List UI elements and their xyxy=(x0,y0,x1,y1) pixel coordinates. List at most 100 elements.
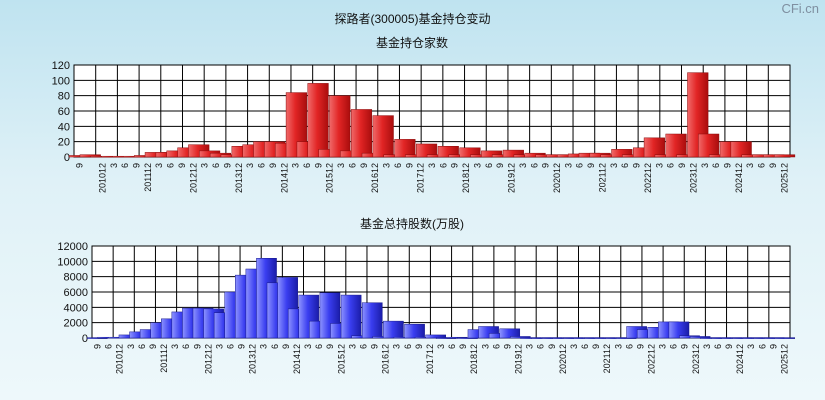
total-shares-xtick-label: 6 xyxy=(757,344,767,349)
holdings-count-xtick-label: 201712 xyxy=(416,163,426,193)
holdings-count-xtick-label: 201012 xyxy=(97,163,107,193)
total-shares-xtick-label: 6 xyxy=(225,344,235,349)
total-shares-ytick-label: 10000 xyxy=(57,256,88,268)
total-shares-xtick-label: 6 xyxy=(181,344,191,349)
total-shares-xtick-label: 3 xyxy=(525,344,535,349)
holdings-count-xtick-label: 9 xyxy=(132,163,142,168)
holdings-count-bar xyxy=(774,154,796,158)
total-shares-xtick-label: 201312 xyxy=(248,344,258,374)
total-shares-xtick-label: 6 xyxy=(624,344,634,349)
total-shares-bar xyxy=(340,294,362,339)
holdings-count-bar xyxy=(329,95,351,158)
holdings-count-xtick-label: 9 xyxy=(359,163,369,168)
total-shares-xtick-label: 9 xyxy=(325,344,335,349)
holdings-count-xtick-label: 202212 xyxy=(643,163,653,193)
holdings-count-xtick-label: 6 xyxy=(347,163,357,168)
total-shares-xtick-label: 3 xyxy=(303,344,313,349)
holdings-count-bar xyxy=(307,83,329,158)
holdings-count-xtick-label: 3 xyxy=(472,163,482,168)
total-shares-bar xyxy=(425,334,447,339)
total-shares-xtick-label: 9 xyxy=(148,344,158,349)
total-shares-bar xyxy=(383,320,404,339)
total-shares-xtick-label: 202312 xyxy=(691,344,701,374)
holdings-count-xtick-label: 6 xyxy=(211,163,221,168)
holdings-count-bar xyxy=(643,137,665,158)
total-shares-xtick-label: 9 xyxy=(635,344,645,349)
total-shares-xtick-label: 3 xyxy=(170,344,180,349)
total-shares-xtick-label: 3 xyxy=(436,344,446,349)
total-shares-xtick-label: 201212 xyxy=(203,344,213,374)
total-shares-xtick-label: 9 xyxy=(281,344,291,349)
total-shares-xtick-label: 9 xyxy=(370,344,380,349)
total-shares-xtick-label: 201012 xyxy=(115,344,125,374)
holdings-count-xtick-label: 9 xyxy=(268,163,278,168)
holdings-count-xtick-label: 6 xyxy=(484,163,494,168)
holdings-count-xtick-label: 3 xyxy=(654,163,664,168)
holdings-count-bar xyxy=(79,154,101,158)
total-shares-xtick-label: 9 xyxy=(547,344,557,349)
holdings-count-xtick-label: 202512 xyxy=(779,163,789,193)
total-shares-ytick-label: 0 xyxy=(82,333,88,345)
total-shares-xtick-label: 9 xyxy=(502,344,512,349)
holdings-count-xtick-label: 9 xyxy=(541,163,551,168)
holdings-count-ytick-label: 100 xyxy=(52,75,70,87)
total-shares-xtick-label: 6 xyxy=(580,344,590,349)
total-shares-xtick-label: 3 xyxy=(569,344,579,349)
total-shares-xtick-label: 3 xyxy=(658,344,668,349)
holdings-count-xtick-label: 9 xyxy=(404,163,414,168)
total-shares-ytick-label: 8000 xyxy=(64,272,88,284)
holdings-count-xtick-label: 6 xyxy=(438,163,448,168)
holdings-count-xtick-label: 3 xyxy=(109,163,119,168)
holdings-count-bar xyxy=(698,133,720,158)
watermark-logo: CFi.cn xyxy=(781,1,819,16)
holdings-count-xtick-label: 6 xyxy=(757,163,767,168)
total-shares-xtick-label: 3 xyxy=(259,344,269,349)
total-shares-xtick-label: 6 xyxy=(536,344,546,349)
holdings-count-ytick-label: 40 xyxy=(58,121,70,133)
holdings-count-ytick-label: 120 xyxy=(52,60,70,72)
total-shares-xtick-label: 3 xyxy=(613,344,623,349)
total-shares-xtick-label: 3 xyxy=(480,344,490,349)
holdings-count-title: 基金持仓家数 xyxy=(376,35,448,50)
holdings-count-ytick-label: 60 xyxy=(58,106,70,118)
holdings-count-bar xyxy=(350,109,373,158)
total-shares-bar xyxy=(499,328,521,339)
holdings-count-xtick-label: 6 xyxy=(257,163,267,168)
holdings-count-xtick-label: 3 xyxy=(245,163,255,168)
total-shares-xtick-label: 202112 xyxy=(602,344,612,373)
holdings-count-xtick-label: 201812 xyxy=(461,163,471,193)
holdings-count-xtick-label: 3 xyxy=(200,163,210,168)
total-shares-xtick-label: 6 xyxy=(314,344,324,349)
total-shares-ytick-label: 4000 xyxy=(64,302,88,314)
total-shares-xtick-label: 9 xyxy=(192,344,202,349)
total-shares-xtick-label: 3 xyxy=(746,344,756,349)
holdings-count-bar xyxy=(372,115,394,158)
holdings-count-ytick-label: 80 xyxy=(58,91,70,103)
total-shares-ytick-label: 2000 xyxy=(64,318,88,330)
holdings-count-bar xyxy=(285,92,307,158)
total-shares-title: 基金总持股数(万股) xyxy=(360,216,464,231)
total-shares-xtick-label: 3 xyxy=(702,344,712,349)
total-shares-xtick-label: 201112 xyxy=(159,344,169,373)
holdings-count-bar xyxy=(459,147,481,158)
holdings-count-bar xyxy=(481,150,503,158)
total-shares-xtick-label: 202512 xyxy=(779,344,789,374)
holdings-count-xtick-label: 6 xyxy=(302,163,312,168)
holdings-count-xtick-label: 202412 xyxy=(734,163,744,193)
total-shares-bar xyxy=(404,323,425,339)
holdings-count-xtick-label: 3 xyxy=(382,163,392,168)
holdings-count-xtick-label: 201112 xyxy=(143,163,153,192)
total-shares-xtick-label: 9 xyxy=(724,344,734,349)
total-shares-ytick-label: 6000 xyxy=(64,287,88,299)
total-shares-xtick-label: 202412 xyxy=(735,344,745,374)
total-shares-xtick-label: 9 xyxy=(591,344,601,349)
holdings-count-xtick-label: 9 xyxy=(222,163,232,168)
total-shares-xtick-label: 201912 xyxy=(514,344,524,374)
holdings-count-ytick-label: 0 xyxy=(64,152,70,164)
total-shares-xtick-label: 3 xyxy=(214,344,224,349)
total-shares-xtick-label: 6 xyxy=(270,344,280,349)
holdings-count-xtick-label: 9 xyxy=(586,163,596,168)
total-shares-xtick-label: 6 xyxy=(403,344,413,349)
holdings-count-xtick-label: 9 xyxy=(450,163,460,168)
